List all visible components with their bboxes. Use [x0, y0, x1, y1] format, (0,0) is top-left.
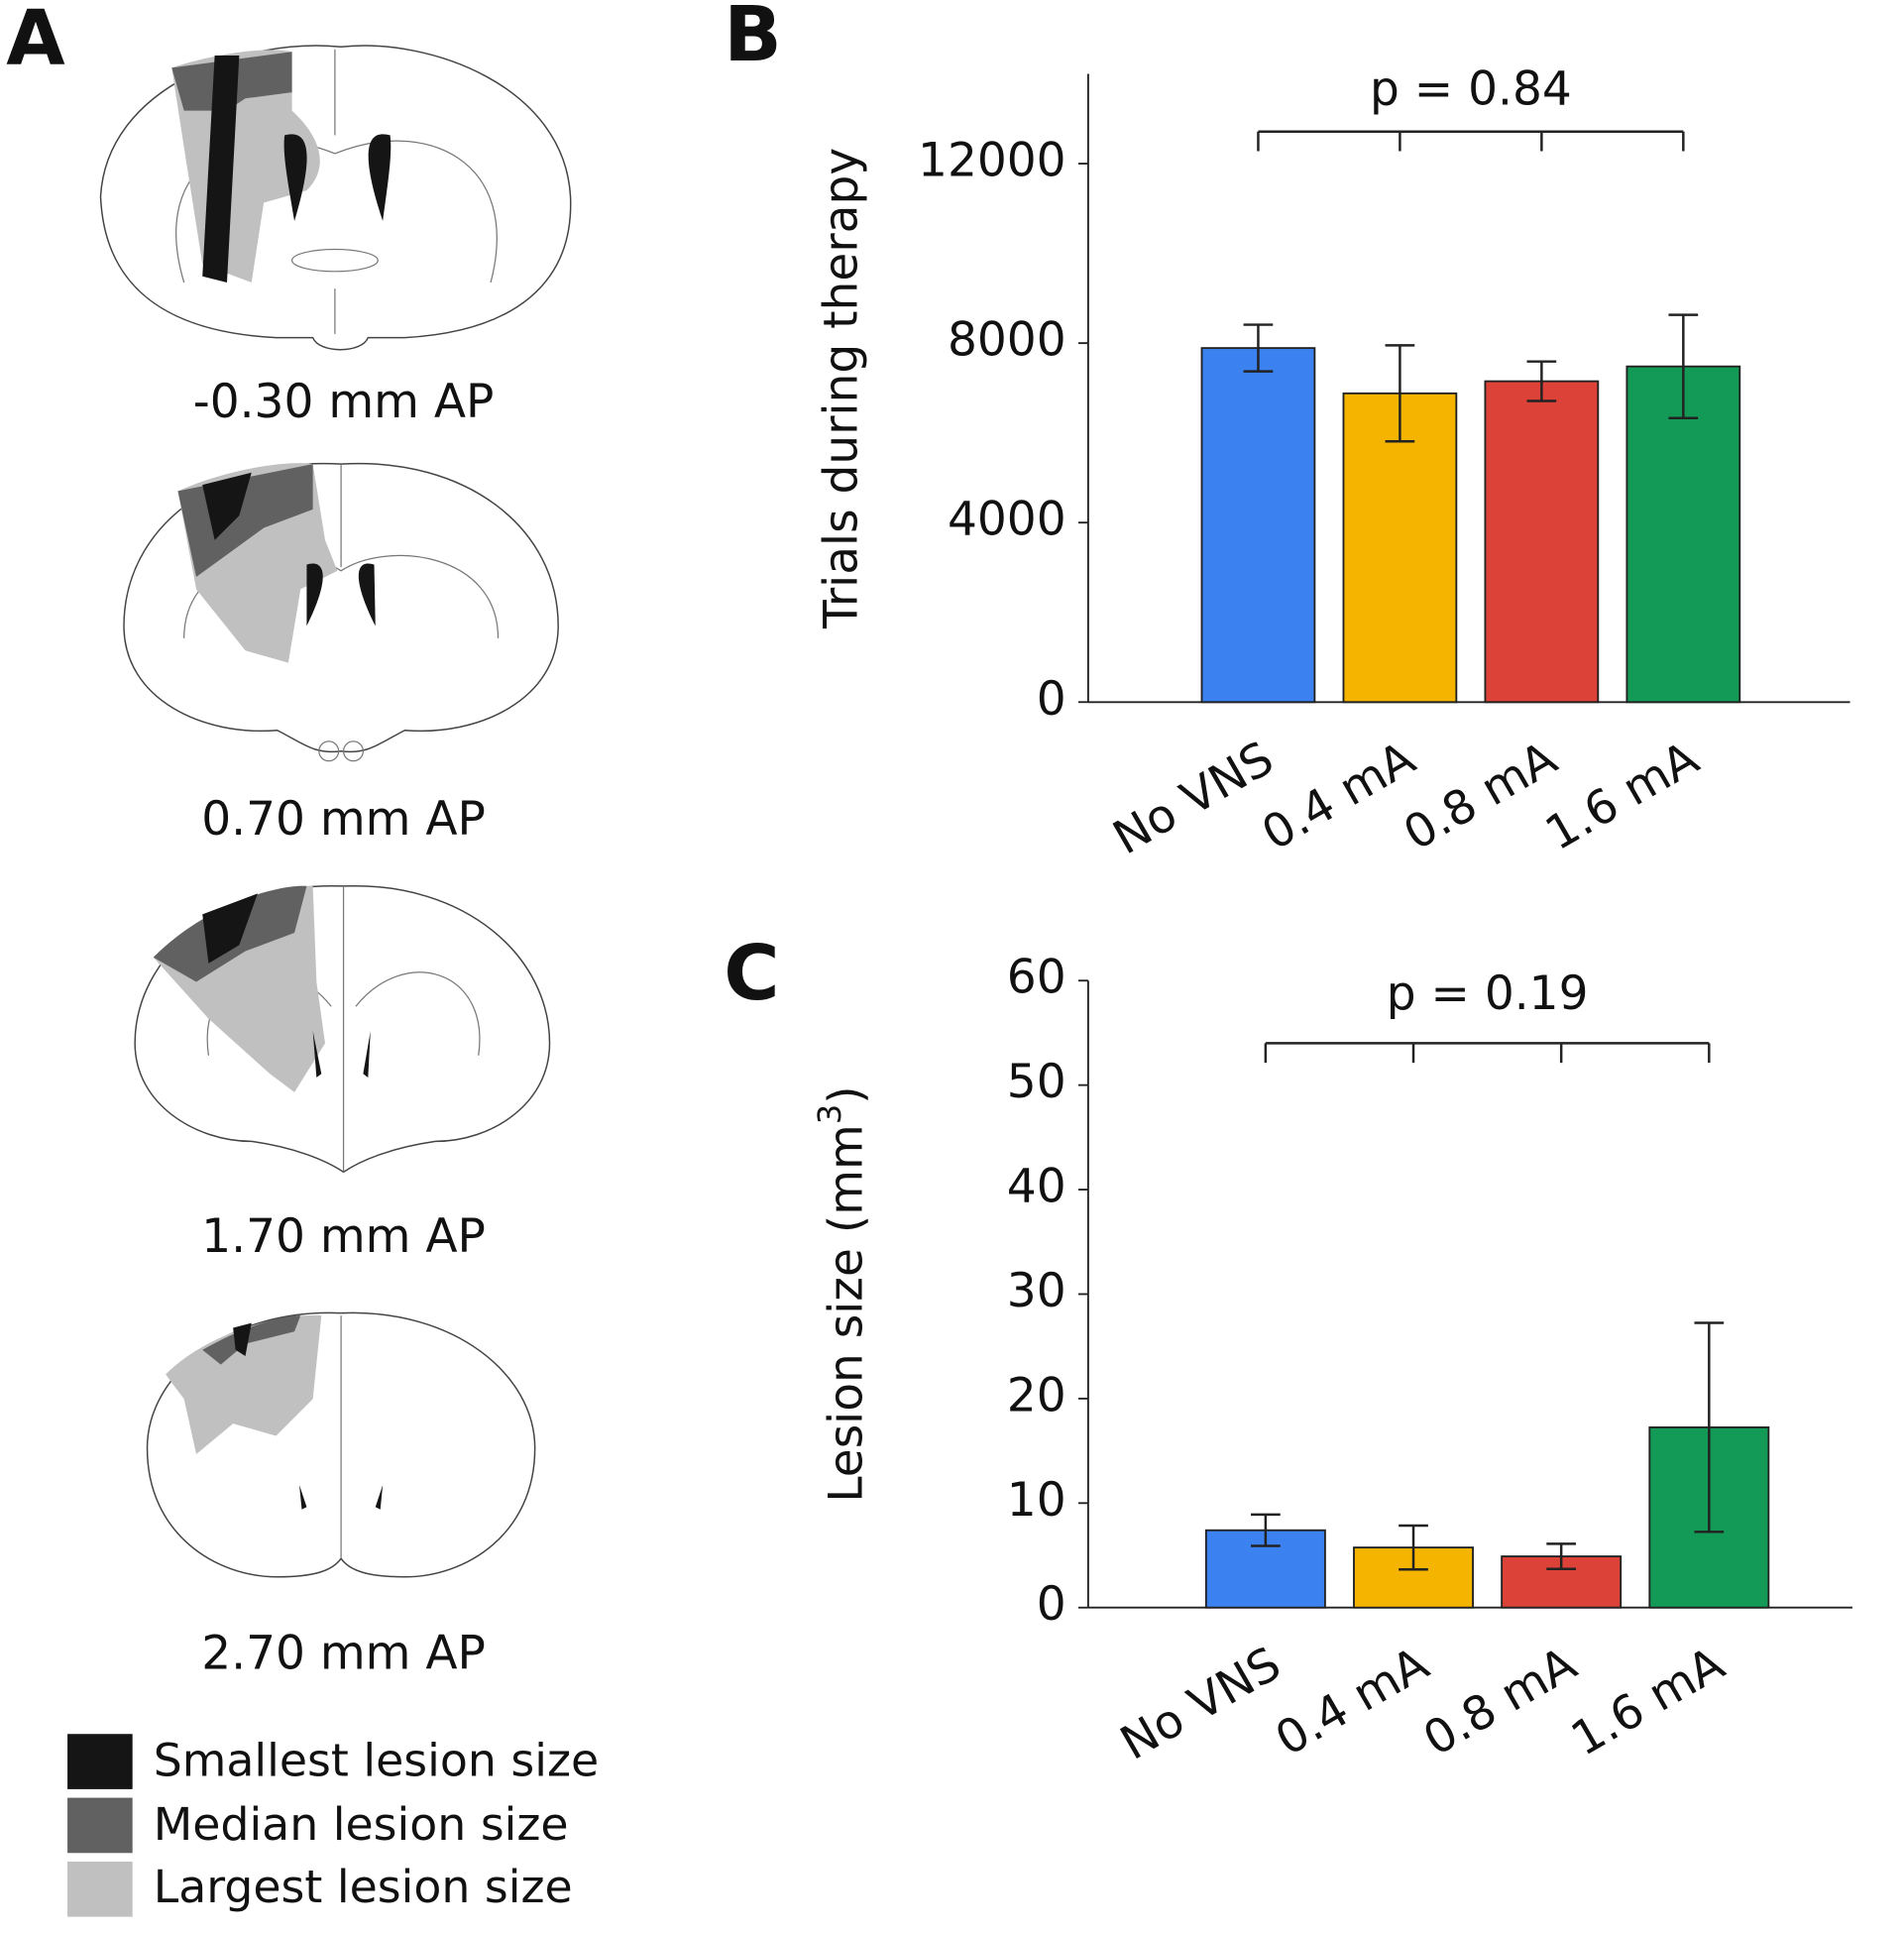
x-tick-label: No VNS: [1112, 1637, 1290, 1771]
y-tick-label: 8000: [948, 313, 1066, 368]
x-tick-label: 0.4 mA: [1267, 1637, 1438, 1766]
legend-label: Smallest lesion size: [154, 1733, 599, 1786]
section-label: 2.70 mm AP: [201, 1627, 486, 1681]
brain-section: [146, 1311, 536, 1578]
y-tick-label: 12000: [918, 134, 1066, 188]
y-tick-label: 60: [1007, 951, 1066, 1005]
y-tick-label: 0: [1037, 672, 1066, 727]
y-axis-label-text: Lesion size (mm: [819, 1124, 873, 1502]
y-tick-label: 50: [1007, 1055, 1066, 1109]
bar: [1625, 365, 1741, 704]
legend-swatch: [67, 1861, 133, 1917]
bar: [1200, 347, 1316, 704]
y-tick-label: 30: [1007, 1264, 1066, 1318]
legend-swatch: [67, 1734, 133, 1789]
legend-label: Largest lesion size: [154, 1860, 573, 1913]
x-tick-label: 0.4 mA: [1253, 732, 1424, 861]
annotation: p = 0.84: [1370, 62, 1572, 117]
panel-label: C: [724, 930, 779, 1018]
section-label: 1.70 mm AP: [201, 1209, 486, 1264]
y-axis-label-sup: 3: [811, 1104, 848, 1124]
brain-section: [99, 45, 572, 351]
panel-label: A: [6, 0, 65, 83]
x-tick-label: 0.8 mA: [1395, 732, 1566, 861]
y-tick-label: 20: [1007, 1368, 1066, 1422]
y-axis-label: Trials during therapy: [814, 148, 868, 629]
brain-section: [123, 462, 559, 762]
x-tick-label: No VNS: [1104, 732, 1283, 866]
y-axis-label-text: Trials during therapy: [814, 148, 868, 629]
section-label: 0.70 mm AP: [201, 792, 486, 847]
x-tick-label: 1.6 mA: [1536, 732, 1708, 861]
y-axis-label-end: ): [819, 1085, 873, 1103]
legend-label: Median lesion size: [154, 1797, 569, 1851]
brain-section: [134, 885, 551, 1174]
y-tick-label: 40: [1007, 1160, 1066, 1214]
legend-swatch: [67, 1797, 133, 1854]
y-tick-label: 10: [1007, 1473, 1066, 1528]
annotation: p = 0.19: [1387, 966, 1589, 1021]
panel-label: B: [724, 0, 782, 79]
bar: [1484, 380, 1600, 704]
y-axis-label: Lesion size (mm3): [811, 1085, 873, 1502]
x-tick-label: 0.8 mA: [1414, 1637, 1586, 1766]
y-tick-label: 4000: [948, 493, 1066, 547]
y-tick-label: 0: [1037, 1577, 1066, 1632]
x-tick-label: 1.6 mA: [1562, 1637, 1734, 1766]
section-label: -0.30 mm AP: [193, 375, 495, 429]
